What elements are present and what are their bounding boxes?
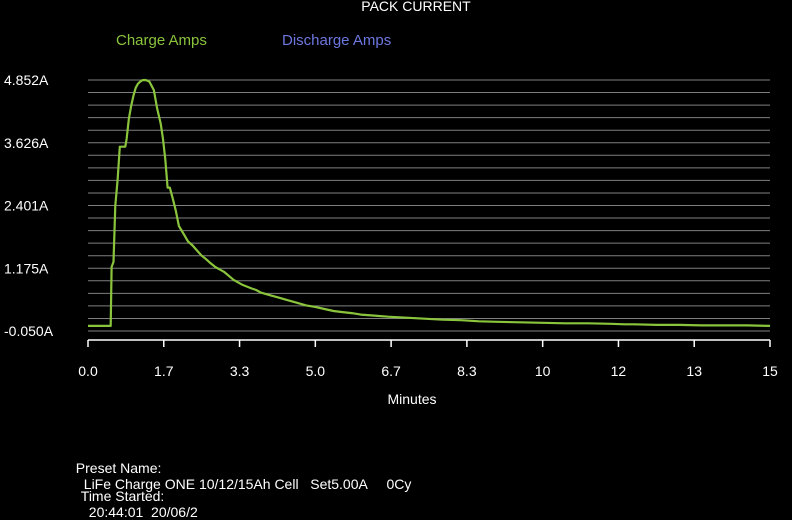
- x-tick-label: 5.0: [306, 363, 326, 379]
- x-tick-label: 13: [686, 363, 702, 379]
- x-tick-label: 3.3: [230, 363, 250, 379]
- y-tick-label: -0.050A: [4, 323, 54, 339]
- x-tick-label: 6.7: [381, 363, 401, 379]
- x-tick-label: 10: [535, 363, 551, 379]
- x-tick-label: 8.3: [457, 363, 477, 379]
- pack-current-chart: PACK CURRENT Charge Amps Discharge Amps 4.8…: [4, 0, 778, 407]
- preset-name-label: Preset Name:: [75, 460, 162, 476]
- x-tick-label: 1.7: [154, 363, 174, 379]
- legend-charge-amps: Charge Amps: [116, 32, 207, 49]
- time-started-label: Time Started:: [80, 488, 165, 504]
- time-started-value: 20:44:01 20/06/2: [88, 504, 198, 520]
- x-axis-label: Minutes: [387, 391, 436, 407]
- series-line-charge-amps: [88, 78, 771, 327]
- preset-name-value: LiFe Charge ONE 10/12/15Ah Cell Set5.00A…: [83, 476, 412, 492]
- legend-discharge-amps: Discharge Amps: [282, 32, 391, 49]
- y-tick-label: 2.401A: [4, 198, 49, 214]
- time-started-row: Time Started: 20:44:01 20/06/2: [73, 472, 198, 520]
- y-tick-label: 3.626A: [4, 135, 49, 151]
- x-tick-label: 12: [611, 363, 627, 379]
- chart-title: PACK CURRENT: [361, 0, 471, 14]
- x-tick-label: 15: [762, 363, 778, 379]
- y-tick-label: 1.175A: [4, 260, 49, 276]
- x-tick-label: 0.0: [78, 363, 98, 379]
- y-tick-label: 4.852A: [4, 72, 49, 88]
- preset-row: Preset Name: LiFe Charge ONE 10/12/15Ah …: [68, 444, 412, 492]
